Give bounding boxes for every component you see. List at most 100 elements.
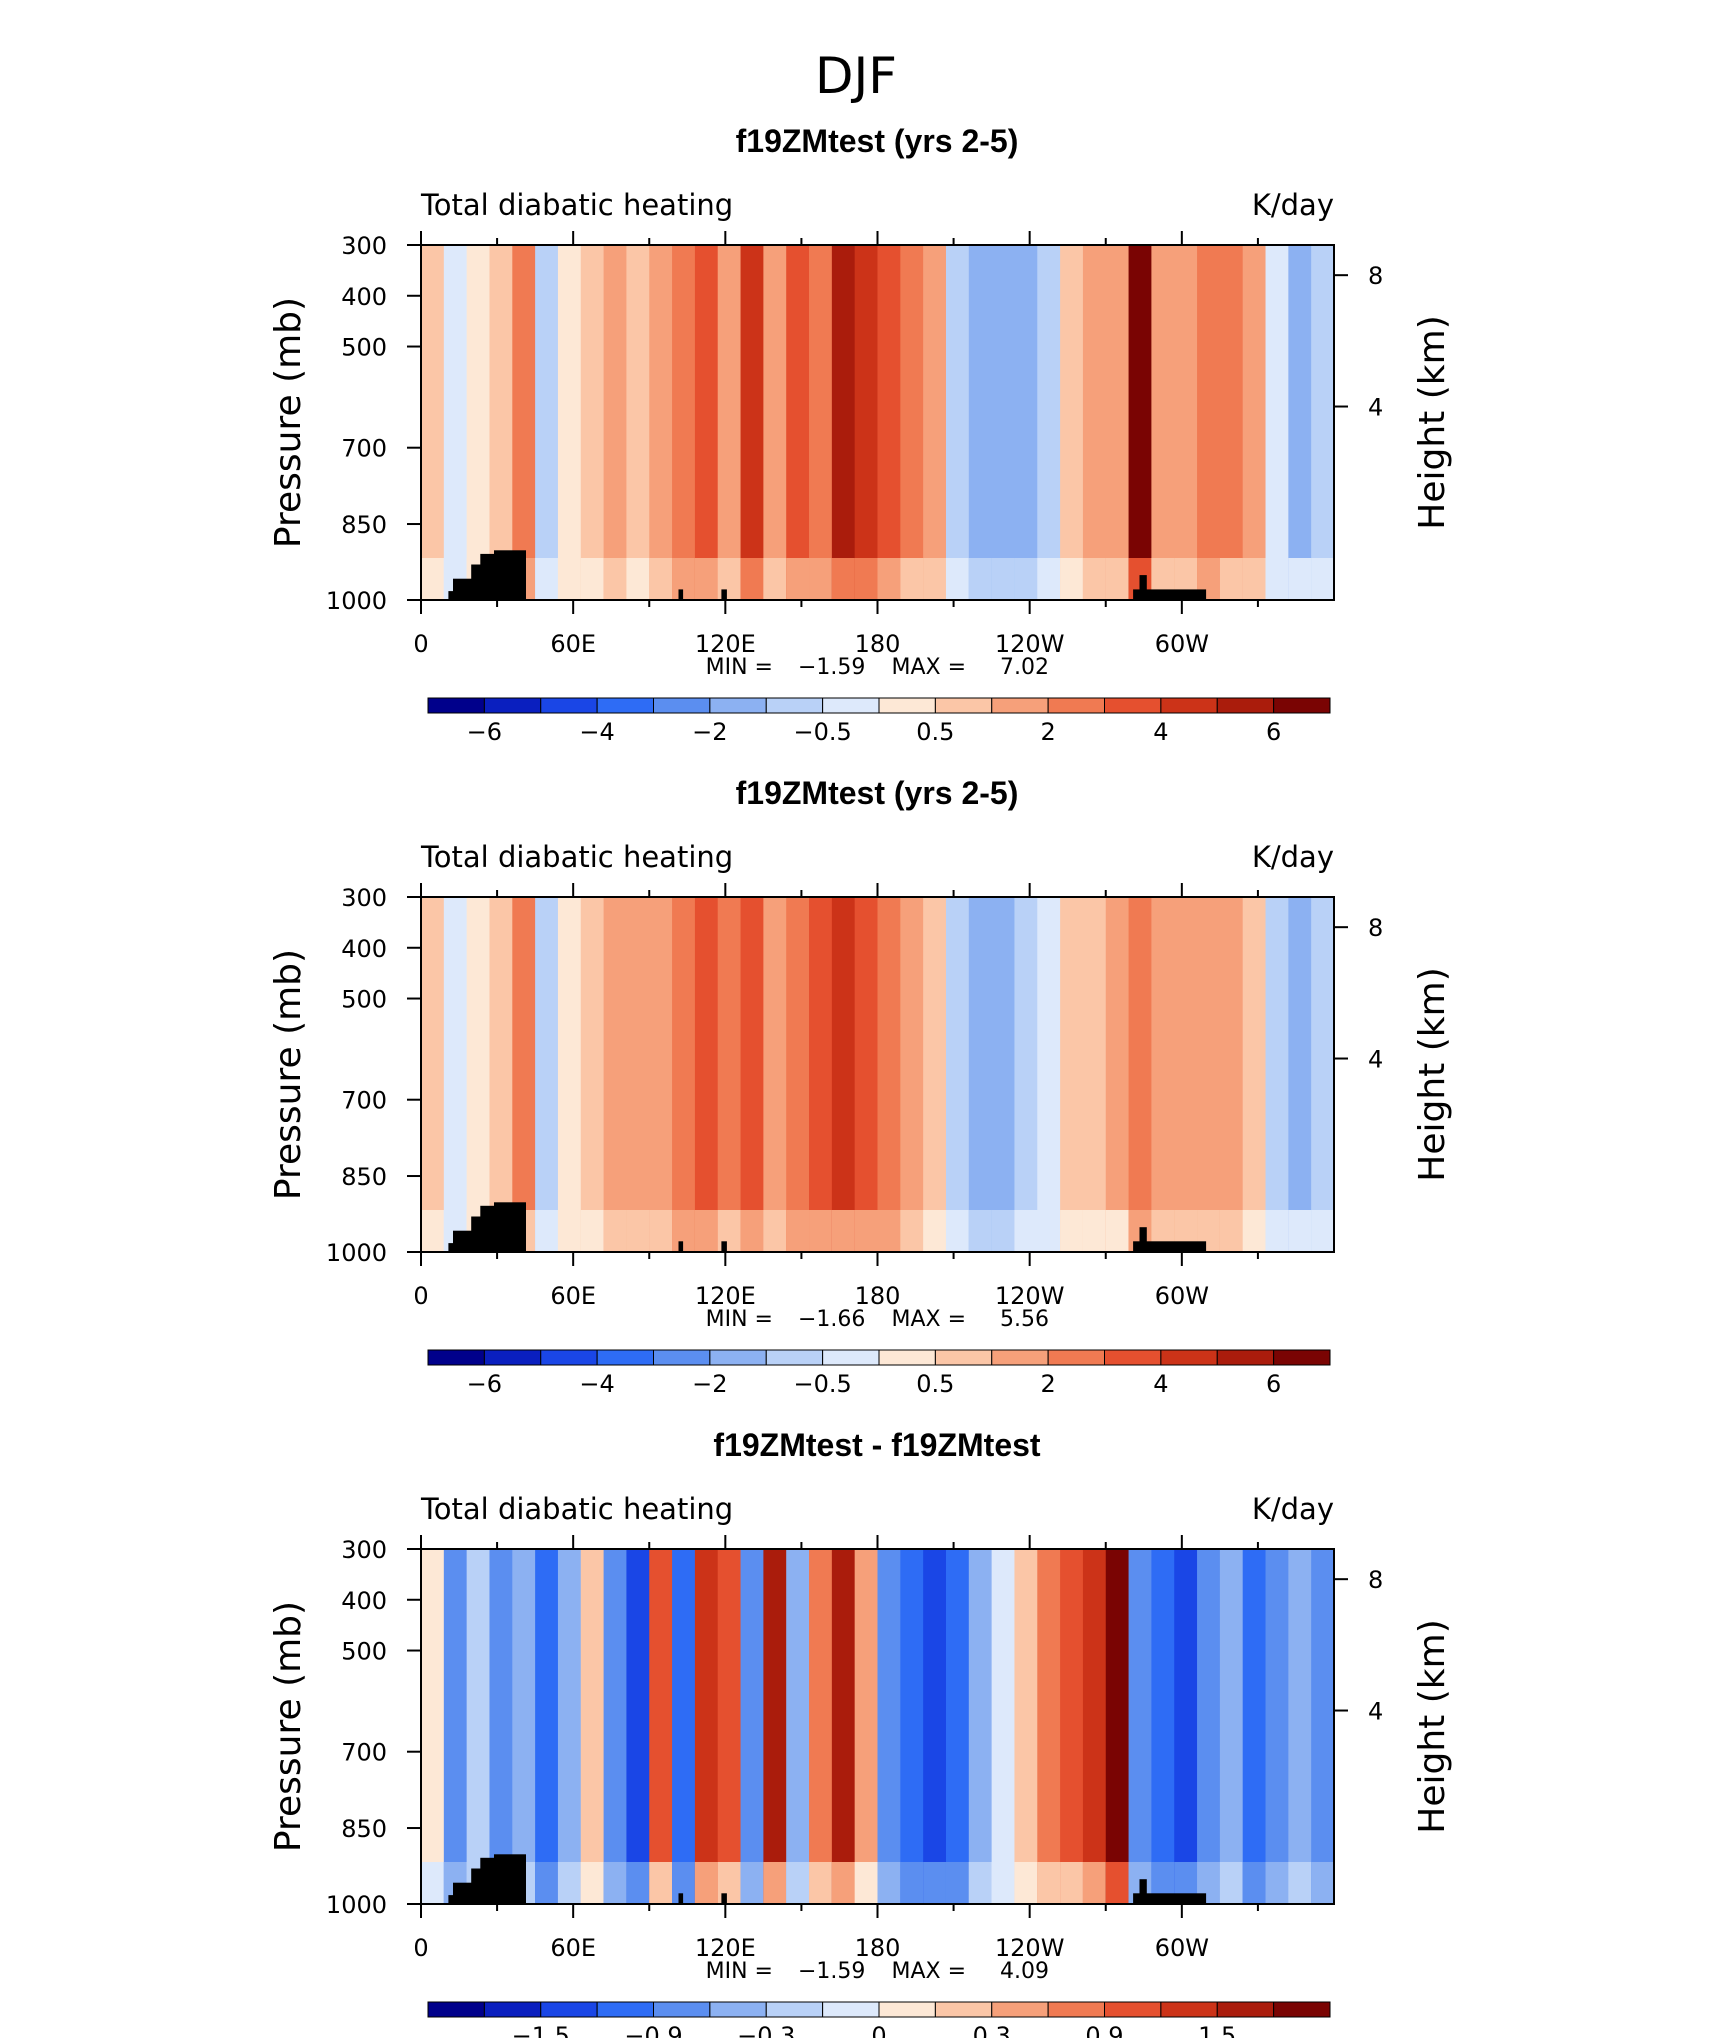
heatmap-band [1037,897,1061,1252]
y2-tick-label: 8 [1368,914,1383,942]
colorbar-label: 6 [1266,1370,1281,1398]
y-tick-label: 1000 [326,587,387,615]
colorbar-swatch [1104,1349,1162,1366]
heatmap-band [512,1549,536,1904]
heatmap-band [672,897,696,1252]
colorbar-label: 0 [871,2022,886,2038]
heatmap-surface-band [831,1210,856,1252]
heatmap-surface-band [968,1862,993,1904]
y-tick-label: 850 [341,511,387,539]
heatmap-band [466,1549,491,1904]
panel-2: f19ZMtest (yrs 2-5)Total diabatic heatin… [268,775,1453,1398]
heatmap-surface-band [1037,1210,1061,1252]
min-value: −1.66 [798,1307,865,1332]
heatmap-band [1037,245,1061,600]
y2-tick-label: 4 [1368,1698,1383,1726]
y2-tick-label: 4 [1368,1046,1383,1074]
colorbar: −6 −4 −2 −0.5 0.5 2 4 6 [427,1349,1331,1398]
heatmap-band [489,897,513,1252]
colorbar: −1.5 −0.9 −0.3 0 0.3 0.9 1.5 [427,2001,1331,2038]
x-tick-label: 60W [1155,630,1209,658]
y2-axis-title: Height (km) [1412,1619,1453,1833]
colorbar-swatch [427,697,485,714]
heatmap-band [923,1549,947,1904]
colorbar-label: −0.5 [793,1370,851,1398]
y2-axis-title: Height (km) [1412,315,1453,529]
heatmap-surface-band [877,1862,901,1904]
x-tick-label: 180 [855,1934,901,1962]
heatmap-surface-band [923,1862,947,1904]
heatmap-surface-band [717,1862,742,1904]
colorbar-label: −2 [692,1370,727,1398]
heatmap-band [740,1549,764,1904]
heatmap-band [900,897,924,1252]
heatmap-band [854,245,879,600]
panel-units-label: K/day [1252,1492,1334,1526]
heatmap-surface-band [1311,558,1335,600]
max-label: MAX = [891,1307,966,1332]
land-block [1133,1893,1207,1904]
heatmap-surface-band [900,558,924,600]
heatmap-band [740,245,764,600]
heatmap-band [1311,897,1335,1252]
heatmap-surface-band [1082,1210,1107,1252]
heatmap-band [968,1549,993,1904]
heatmap-band [1242,245,1267,600]
min-value: −1.59 [798,1959,865,1984]
heatmap-band [1128,897,1152,1252]
heatmap-band [580,245,605,600]
heatmap-band [809,1549,833,1904]
heatmap-surface-band [991,1862,1016,1904]
heatmap-surface-band [557,1210,582,1252]
colorbar-swatch [653,1349,711,1366]
panel-title: f19ZMtest (yrs 2-5) [736,775,1019,811]
y-tick-label: 1000 [326,1239,387,1267]
heatmap-surface-band [535,558,559,600]
heatmap-surface-band [626,558,650,600]
heatmap-band [1082,897,1107,1252]
heatmap-surface-band [900,1210,924,1252]
heatmap-band [1265,1549,1289,1904]
colorbar-swatch [709,697,767,714]
heatmap-band [1265,897,1289,1252]
heatmap-surface-band [786,1862,810,1904]
heatmap-band [421,1549,445,1904]
colorbar-label: −6 [467,718,502,746]
colorbar-label: −4 [579,718,614,746]
heatmap-surface-band [557,558,582,600]
heatmap-surface-band [763,1862,787,1904]
heatmap-surface-band [1060,1862,1084,1904]
heatmap-surface-band [421,558,445,600]
max-value: 5.56 [1000,1307,1049,1332]
heatmap-surface-band [1105,558,1130,600]
heatmap-surface-band [694,1210,719,1252]
heatmap-surface-band [626,1862,650,1904]
heatmap-surface-band [740,558,764,600]
heatmap-band [1105,245,1130,600]
colorbar-swatch [540,1349,598,1366]
heatmap-band [1014,897,1038,1252]
colorbar-swatch [709,2001,767,2018]
heatmap-surface-band [1082,1862,1107,1904]
x-tick-label: 60W [1155,1282,1209,1310]
x-tick-label: 60W [1155,1934,1209,1962]
colorbar-swatch [765,2001,824,2018]
heatmap-band [809,897,833,1252]
y-tick-label: 850 [341,1815,387,1843]
orography-mask [448,1854,1207,1905]
colorbar-swatch [483,697,542,714]
heatmap-band [831,1549,856,1904]
heatmap-band [489,1549,513,1904]
heatmap-surface-band [603,558,628,600]
y-tick-label: 400 [341,1587,387,1615]
heatmap-surface-band [694,558,719,600]
heatmap-surface-band [421,1862,445,1904]
heatmap-band [1060,245,1084,600]
heatmap-surface-band [968,1210,993,1252]
heatmap-band [626,1549,650,1904]
colorbar-swatch [709,1349,767,1366]
heatmap-surface-band [877,558,901,600]
land-block [721,1893,727,1904]
colorbar-swatch [1160,2001,1218,2018]
heatmap-band [1037,1549,1061,1904]
